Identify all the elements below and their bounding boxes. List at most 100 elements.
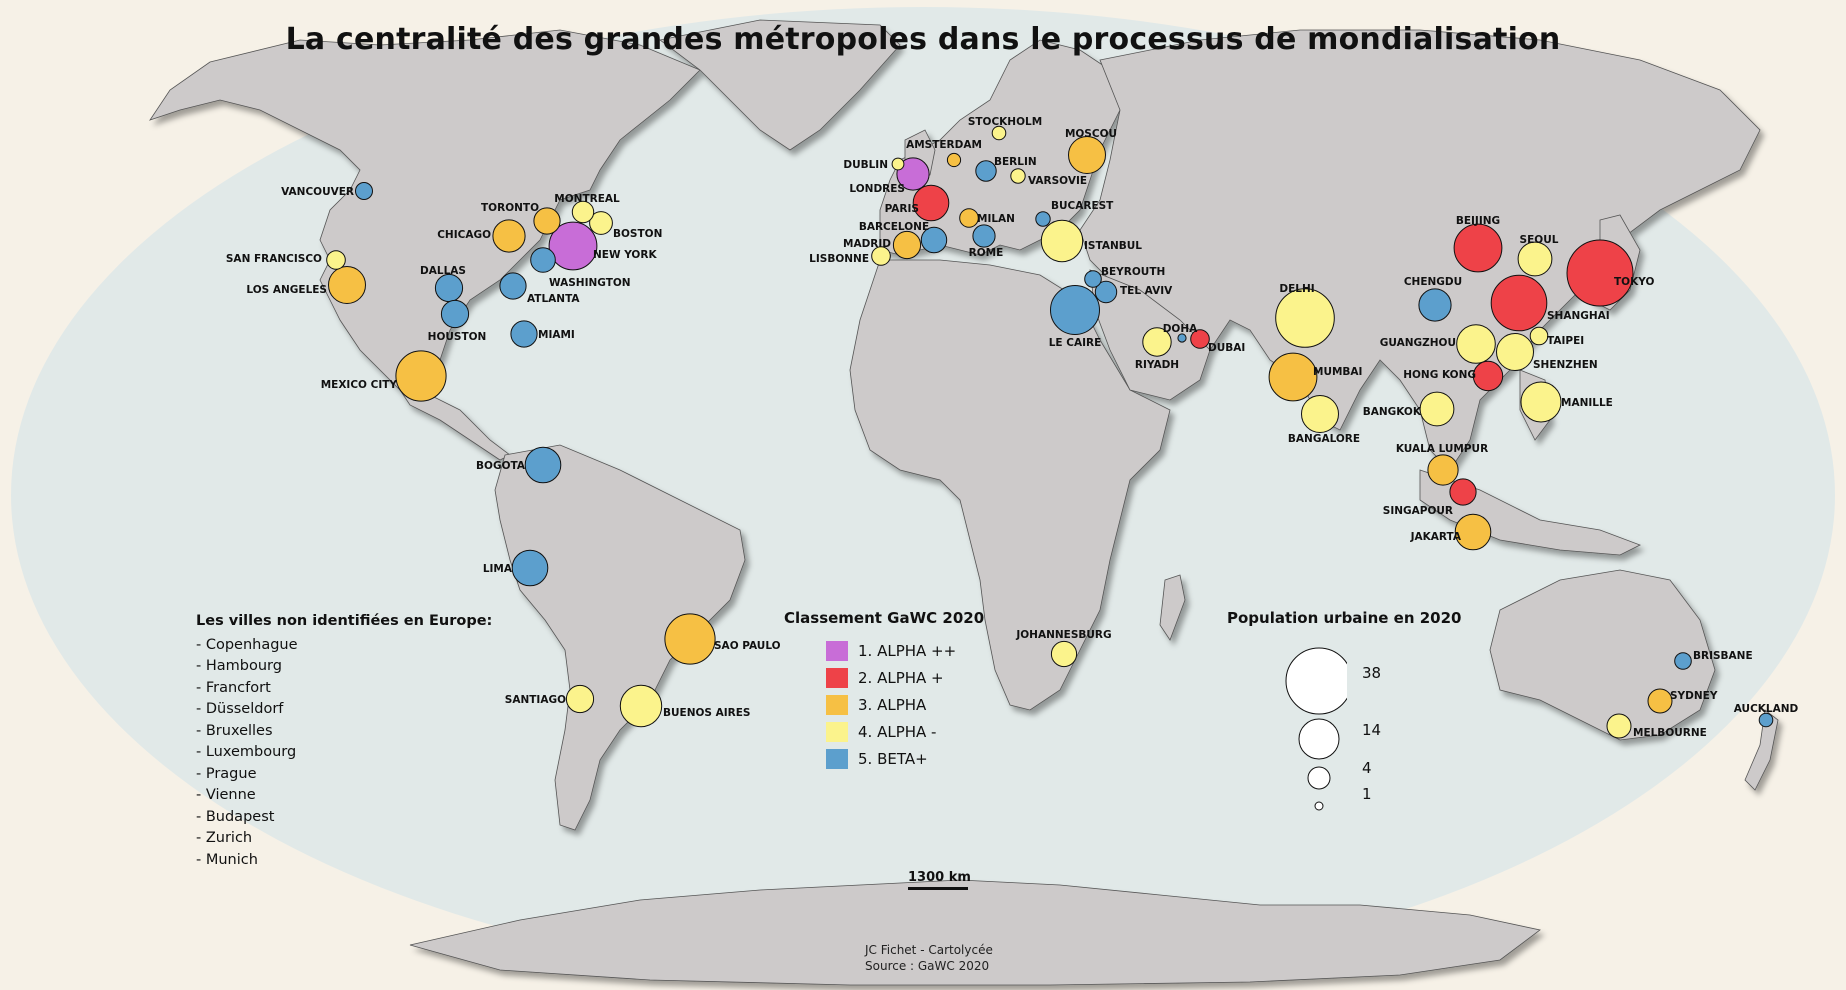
new-zealand [1744, 709, 1779, 791]
city-label-taipei: TAIPEI [1547, 335, 1584, 347]
city-label-milan: MILAN [977, 213, 1015, 225]
city-label-dublin: DUBLIN [843, 159, 888, 171]
note-item: - Francfort [196, 679, 271, 696]
city-marker-boston [589, 211, 613, 235]
legend-label: 5. BETA+ [858, 749, 928, 768]
city-marker-los-angeles [328, 266, 366, 304]
city-marker-shanghai [1490, 274, 1548, 332]
city-marker-vancouver [355, 182, 373, 200]
city-label-bucarest: BUCAREST [1051, 200, 1114, 212]
credits: JC Fichet - Cartolycée Source : GaWC 202… [865, 942, 993, 974]
pop-label-14: 14 [1362, 721, 1382, 739]
city-label-hong-kong: HONG KONG [1403, 369, 1476, 381]
city-marker-riyadh [1142, 327, 1172, 357]
legend-row-beta-p: 5. BETA+ [826, 745, 984, 772]
city-marker-santiago [565, 684, 595, 714]
city-label-dubai: DUBAI [1208, 342, 1245, 354]
legend-label: 4. ALPHA - [858, 722, 937, 741]
city-label-dallas: DALLAS [420, 265, 466, 277]
legend-label: 1. ALPHA ++ [858, 641, 957, 660]
city-marker-atlanta [499, 272, 527, 300]
city-label-shenzhen: SHENZHEN [1533, 359, 1598, 371]
legend-row-alpha-m: 4. ALPHA - [826, 718, 984, 745]
city-label-los-angeles: LOS ANGELES [246, 284, 327, 296]
map-title: La centralité des grandes métropoles dan… [285, 22, 1561, 57]
city-label-berlin: BERLIN [994, 156, 1037, 168]
credit-source: Source : GaWC 2020 [865, 959, 990, 973]
city-marker-bangkok [1419, 391, 1455, 427]
city-label-mexico-city: MEXICO CITY [321, 379, 398, 391]
city-marker-barcelone [920, 226, 948, 254]
city-marker-moscou [1068, 136, 1106, 174]
antarctica [409, 879, 1541, 986]
city-marker-kuala-lumpur [1427, 454, 1459, 486]
city-marker-chengdu [1418, 288, 1452, 322]
city-markers: NEW YORK LONDRES TOKYO SHANGHAI BEIJING PARIS… [226, 116, 1799, 739]
pop-label-1: 1 [1362, 785, 1372, 803]
city-label-toronto: TORONTO [481, 202, 539, 214]
note-item: - Copenhague [196, 636, 298, 653]
population-legend: Population urbaine en 2020 38 14 4 1 [1227, 609, 1487, 819]
greenland [659, 19, 901, 151]
city-label-bogota: BOGOTA [476, 460, 526, 472]
city-label-madrid: MADRID [843, 238, 891, 250]
city-label-shanghai: SHANGHAI [1547, 310, 1610, 322]
city-label-auckland: AUCKLAND [1734, 703, 1799, 715]
city-marker-montreal [571, 200, 595, 224]
pop-circle-1 [1314, 801, 1324, 811]
city-label-londres: LONDRES [849, 183, 905, 195]
scale-line [908, 887, 968, 890]
legend-row-alpha: 3. ALPHA [826, 691, 984, 718]
legend-swatch [826, 640, 848, 661]
city-label-boston: BOSTON [613, 228, 662, 240]
city-label-miami: MIAMI [538, 329, 575, 341]
city-marker-varsovie [1010, 168, 1026, 184]
city-marker-lima [511, 549, 549, 587]
note-item: - Luxembourg [196, 744, 297, 760]
city-label-melbourne: MELBOURNE [1633, 727, 1707, 739]
city-label-le-caire: LE CAIRE [1049, 337, 1102, 349]
city-marker-san-francisco [326, 250, 346, 270]
city-label-chicago: CHICAGO [437, 229, 491, 241]
city-label-vancouver: VANCOUVER [281, 186, 354, 198]
city-marker-tel-aviv [1094, 280, 1118, 304]
city-label-riyadh: RIYADH [1135, 359, 1179, 371]
city-label-new-york: NEW YORK [593, 249, 657, 261]
city-marker-londres [896, 157, 930, 191]
population-legend-title: Population urbaine en 2020 [1227, 609, 1462, 627]
scale-bar: 1300 km [908, 870, 971, 890]
city-marker-tokyo [1566, 239, 1634, 307]
landmasses [149, 19, 1779, 986]
city-marker-melbourne [1606, 713, 1632, 739]
madagascar [1159, 574, 1186, 641]
city-label-guangzhou: GUANGZHOU [1380, 337, 1456, 349]
city-marker-istanbul [1040, 219, 1084, 263]
note-item: - Zurich [196, 830, 253, 846]
city-marker-chicago [492, 219, 526, 253]
city-label-stockholm: STOCKHOLM [968, 116, 1042, 128]
city-marker-johannesburg [1050, 640, 1078, 668]
city-marker-berlin [975, 160, 997, 182]
note-item: - Prague [196, 765, 257, 782]
note-item: - Vienne [196, 787, 256, 803]
city-label-jakarta: JAKARTA [1410, 531, 1462, 543]
pop-label-38: 38 [1362, 664, 1382, 682]
city-marker-delhi [1275, 288, 1335, 348]
city-marker-shenzhen [1496, 333, 1534, 371]
city-marker-buenos-aires [619, 684, 663, 728]
city-label-washington: WASHINGTON [549, 277, 631, 289]
city-marker-le-caire [1050, 285, 1100, 335]
city-label-montreal: MONTREAL [554, 193, 620, 205]
city-label-moscou: MOSCOU [1065, 128, 1117, 140]
note-item: - Düsseldorf [196, 701, 284, 717]
city-marker-paris [912, 184, 950, 222]
city-marker-bangalore [1301, 395, 1339, 433]
city-marker-new-york [548, 221, 598, 271]
city-marker-doha [1177, 333, 1187, 343]
city-label-delhi: DELHI [1279, 283, 1314, 295]
city-label-istanbul: ISTANBUL [1084, 240, 1142, 252]
city-label-amsterdam: AMSTERDAM [906, 139, 982, 151]
legend-swatch [826, 667, 848, 688]
city-marker-mumbai [1268, 352, 1318, 402]
